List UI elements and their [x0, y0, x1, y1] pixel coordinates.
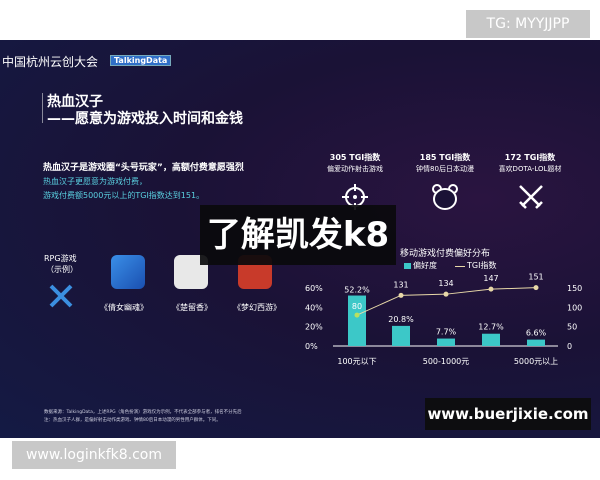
left-tick-label: 0% [305, 342, 318, 351]
rpg-swords-icon [49, 284, 73, 308]
right-tick-label: 0 [567, 342, 572, 351]
crossed-swords-icon [519, 185, 543, 209]
game-2: 《楚留香》 [172, 303, 212, 312]
tgi-point [354, 312, 360, 318]
tg-badge: TG: MYYJJPP [466, 10, 590, 38]
tgi-label: 147 [483, 274, 498, 283]
left-tick-label: 20% [305, 323, 323, 332]
right-tick-label: 100 [567, 303, 582, 312]
trait-1-desc: 偏爱动作射击游戏 [327, 165, 383, 173]
bar [482, 333, 500, 346]
game-1: 《倩女幽魂》 [100, 303, 148, 312]
bar [437, 338, 455, 346]
trait-2-desc: 钟情80后日本动漫 [416, 165, 474, 173]
title-line2: ——愿意为游戏投入时间和金钱 [47, 111, 243, 127]
title-bar [42, 93, 43, 123]
bar-label: 20.8% [388, 315, 414, 324]
category-label: 5000元以上 [514, 357, 558, 366]
banner-overlay: 了解凯发k8 [200, 205, 396, 265]
trait-3-desc: 喜欢DOTA-LOL题材 [498, 165, 562, 173]
left-tick-label: 60% [305, 284, 323, 293]
tgi-point [398, 292, 404, 298]
tgi-line [356, 287, 537, 316]
tgi-label: 134 [438, 279, 453, 288]
title-line1: 热血汉子 [47, 94, 103, 110]
app-icon-qiannv [111, 255, 145, 289]
category-label: 100元以下 [337, 357, 376, 366]
category-label: 500-1000元 [423, 357, 470, 366]
right-tick-label: 50 [567, 323, 577, 332]
footnote-2: 注：热血汉子人群，是偏好射击动作类游戏、钟情80后日本动漫的男性用户群体。下同。 [44, 418, 221, 423]
trait-2-tgi: 185 TGI指数 [419, 153, 471, 162]
tgi-label: 151 [528, 273, 543, 282]
bar-label: 12.7% [478, 323, 504, 332]
legend-bar-swatch [404, 263, 411, 269]
bar [348, 295, 366, 346]
legend-bar-label: 偏好度 [413, 261, 437, 270]
tgi-label: 131 [393, 280, 408, 289]
trait-3-tgi: 172 TGI指数 [504, 153, 556, 162]
site-link[interactable]: www.loginkfk8.com [12, 441, 176, 469]
legend-line-swatch [455, 266, 465, 267]
bar [527, 339, 545, 346]
intro-line1: 热血汉子是游戏圈“头号玩家”，高额付费意愿强烈 [43, 163, 244, 173]
tgi-point [533, 285, 539, 291]
chart-title: 移动游戏付费偏好分布 [400, 249, 491, 259]
bar [392, 325, 410, 346]
rpg-example: （示例） [46, 265, 78, 274]
talkingdata-logo: TalkingData [110, 55, 172, 66]
intro-line3: 游戏付费额5000元以上的TGI指数达到151。 [43, 191, 205, 200]
footnote-1: 数据来源：TalkingData，上述RPG（角色扮演）游戏仅为示例，不代表全部… [44, 410, 242, 415]
brand: 中国杭州云创大会 [2, 55, 99, 69]
game-3: 《梦幻西游》 [233, 303, 281, 312]
slide: 中国杭州云创大会 TalkingData 热血汉子 ——愿意为游戏投入时间和金钱… [0, 40, 600, 438]
trait-1-tgi: 305 TGI指数 [329, 153, 381, 162]
bear-icon [432, 184, 458, 210]
bar-label: 52.2% [344, 286, 370, 295]
rpg-label: RPG游戏 [44, 254, 77, 263]
tgi-point [488, 286, 494, 292]
bar-label: 7.7% [436, 328, 457, 337]
tgi-label: 80 [352, 302, 362, 311]
tgi-point [443, 291, 449, 297]
intro-line2: 热血汉子更愿意为游戏付费， [43, 177, 147, 186]
left-tick-label: 40% [305, 303, 323, 312]
watermark: www.buerjixie.com [425, 398, 591, 430]
bar-label: 6.6% [526, 329, 547, 338]
legend-line-label: TGI指数 [467, 261, 497, 270]
right-tick-label: 150 [567, 284, 582, 293]
